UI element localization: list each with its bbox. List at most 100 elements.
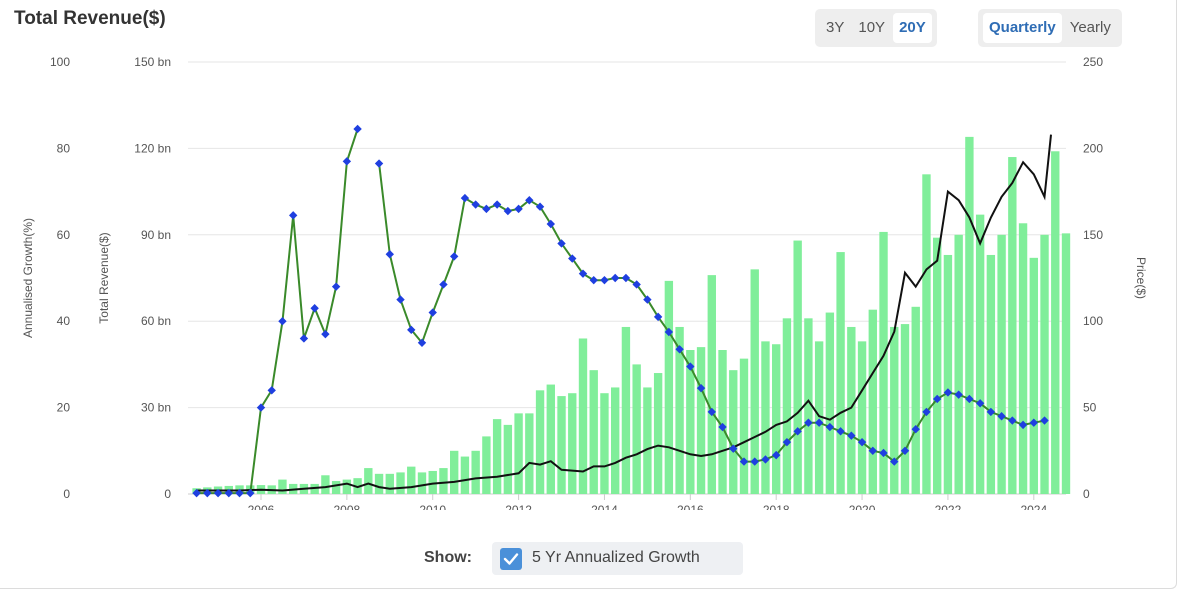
revenue-bar	[825, 312, 835, 494]
growth-point	[879, 448, 888, 458]
growth-point	[514, 204, 523, 214]
growth-point	[922, 407, 931, 417]
growth-point	[535, 202, 545, 211]
left-axis-tick-label: 80	[57, 141, 71, 155]
left-axis-tick-label: 20	[57, 401, 71, 415]
right-axis-tick-label: 50	[1083, 401, 1097, 415]
period-button-group: Quarterly Yearly	[978, 9, 1122, 47]
revenue-bar	[686, 350, 695, 494]
right-axis-title: Price($)	[1134, 257, 1148, 299]
revenue-bar	[1040, 234, 1049, 495]
growth-point	[825, 422, 835, 432]
left-axis-tick-label: 40	[57, 314, 71, 328]
growth-point	[847, 431, 856, 440]
yearly-button[interactable]: Yearly	[1069, 19, 1111, 36]
revenue-bar	[428, 470, 437, 494]
revenue-bar	[933, 237, 942, 494]
revenue-bar	[943, 254, 953, 494]
revenue-chart: 0 0 0 20 30 bn 50 40 60 bn 100 60 90 bn 150 80 120 bn…	[21, 55, 1148, 510]
revenue-bar	[782, 318, 792, 494]
growth-point	[353, 124, 362, 134]
range-3y-button[interactable]: 3Y	[826, 19, 845, 36]
revenue-bar	[342, 479, 352, 494]
growth-point	[471, 200, 480, 209]
range-button-group: 3Y 10Y 20Y	[815, 9, 937, 47]
x-axis-tick-label: 2020	[849, 503, 876, 510]
range-20y-button[interactable]: 20Y	[893, 13, 932, 43]
growth-point	[997, 412, 1006, 421]
growth-point	[310, 304, 319, 313]
growth-point	[643, 295, 652, 304]
quarterly-button[interactable]: Quarterly	[983, 13, 1062, 43]
left-axis-tick-label: 0	[63, 487, 70, 501]
checkbox-checked-icon[interactable]	[500, 548, 522, 570]
chart-title: Total Revenue($)	[14, 8, 166, 29]
revenue-bar	[600, 393, 609, 494]
revenue-bar	[707, 275, 716, 494]
revenue-bar	[450, 450, 459, 494]
revenue-bar	[460, 456, 470, 494]
growth-point	[675, 345, 684, 354]
revenue-bar	[857, 341, 867, 494]
growth-point	[1018, 420, 1028, 430]
right-axis-tick-label: 0	[1083, 487, 1090, 501]
growth-point	[407, 325, 416, 335]
x-axis-tick-label: 2012	[505, 503, 532, 510]
growth-point	[600, 275, 609, 285]
growth-point	[782, 437, 792, 447]
mid-axis-tick-label: 120 bn	[134, 141, 171, 155]
range-10y-button[interactable]: 10Y	[858, 19, 886, 36]
toggle-label: 5 Yr Annualized Growth	[532, 549, 700, 566]
show-label: Show:	[424, 549, 472, 566]
revenue-bar	[997, 234, 1006, 495]
x-axis-tick-label: 2010	[419, 503, 446, 510]
revenue-bar	[696, 347, 706, 494]
revenue-bar	[664, 280, 674, 494]
revenue-bar	[975, 214, 985, 494]
growth-point	[954, 390, 963, 399]
growth-point	[804, 418, 813, 427]
growth-point	[793, 427, 802, 436]
revenue-bar	[503, 424, 513, 494]
revenue-bar	[1051, 151, 1060, 494]
right-axis-tick-label: 200	[1083, 141, 1103, 155]
growth-point	[632, 280, 641, 289]
growth-point	[203, 488, 212, 498]
growth-point	[417, 338, 427, 347]
x-axis-tick-label: 2018	[763, 503, 790, 510]
growth-point	[610, 273, 620, 283]
revenue-bar	[814, 341, 824, 494]
revenue-bar	[653, 373, 663, 494]
annualized-growth-toggle[interactable]: 5 Yr Annualized Growth	[492, 542, 743, 575]
growth-point	[525, 196, 534, 205]
growth-point	[439, 280, 448, 289]
growth-point	[900, 446, 910, 455]
growth-point	[836, 427, 845, 436]
growth-point	[965, 394, 974, 404]
revenue-bar	[525, 413, 534, 494]
revenue-bar	[611, 387, 620, 494]
growth-point	[246, 488, 255, 498]
growth-point	[213, 488, 223, 498]
revenue-bar	[1018, 223, 1028, 494]
growth-point	[578, 269, 588, 278]
growth-point	[729, 444, 738, 453]
revenue-bar	[557, 396, 566, 494]
growth-point	[1029, 418, 1038, 427]
revenue-bar	[417, 472, 427, 494]
revenue-bar	[868, 309, 877, 494]
growth-point	[868, 446, 877, 455]
revenue-bar	[739, 358, 749, 494]
revenue-bar	[492, 419, 502, 494]
growth-point	[256, 403, 266, 412]
revenue-bar	[718, 350, 727, 494]
revenue-bar	[589, 370, 598, 494]
growth-point	[1040, 416, 1049, 425]
left-axis-tick-label: 100	[50, 55, 70, 69]
mid-axis-tick-label: 90 bn	[141, 228, 171, 242]
x-axis-tick-label: 2022	[935, 503, 962, 510]
revenue-bar	[310, 483, 319, 494]
growth-point	[664, 327, 674, 337]
revenue-bar	[578, 338, 588, 494]
